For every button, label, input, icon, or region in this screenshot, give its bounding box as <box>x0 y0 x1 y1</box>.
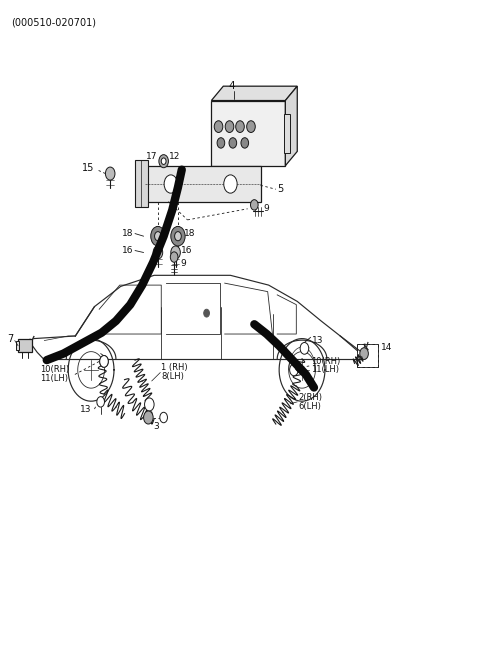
Circle shape <box>100 356 108 367</box>
Circle shape <box>153 246 163 259</box>
Text: 6(LH): 6(LH) <box>298 402 321 411</box>
Circle shape <box>161 158 166 164</box>
Circle shape <box>171 246 180 259</box>
Text: 12: 12 <box>169 152 181 161</box>
Circle shape <box>171 227 185 246</box>
Circle shape <box>360 348 368 360</box>
Text: 16: 16 <box>121 246 133 255</box>
Circle shape <box>164 175 178 193</box>
Text: 18: 18 <box>121 229 133 238</box>
Circle shape <box>251 200 258 210</box>
Circle shape <box>236 121 244 132</box>
Circle shape <box>170 252 178 262</box>
Bar <box>144 166 262 202</box>
Bar <box>284 113 290 153</box>
Text: 14: 14 <box>381 343 392 352</box>
Bar <box>18 339 33 352</box>
Circle shape <box>155 232 161 241</box>
Text: 9: 9 <box>263 204 269 214</box>
Circle shape <box>214 121 223 132</box>
Text: 3: 3 <box>153 422 159 431</box>
Text: 8(LH): 8(LH) <box>161 372 184 381</box>
Circle shape <box>159 155 168 168</box>
Circle shape <box>289 364 298 376</box>
Circle shape <box>224 175 237 193</box>
Text: 7: 7 <box>7 334 13 345</box>
Circle shape <box>100 356 108 367</box>
Circle shape <box>144 411 153 424</box>
Polygon shape <box>211 86 297 100</box>
Text: 5: 5 <box>277 184 284 195</box>
Circle shape <box>300 343 309 354</box>
Text: 4: 4 <box>228 81 235 91</box>
Text: 17: 17 <box>145 152 157 161</box>
Text: 10(RH): 10(RH) <box>311 357 340 366</box>
Text: 11(LH): 11(LH) <box>40 374 69 383</box>
Bar <box>211 100 285 166</box>
Circle shape <box>217 138 225 148</box>
Circle shape <box>144 398 154 411</box>
Circle shape <box>204 309 209 317</box>
Text: 9: 9 <box>181 259 187 268</box>
Circle shape <box>160 412 168 422</box>
Text: 15: 15 <box>82 162 94 173</box>
Circle shape <box>97 397 105 407</box>
Text: 11(LH): 11(LH) <box>311 365 338 375</box>
Circle shape <box>247 121 255 132</box>
Text: 13: 13 <box>312 336 323 345</box>
Bar <box>357 344 378 367</box>
Circle shape <box>225 121 234 132</box>
Bar <box>16 341 19 350</box>
Bar <box>135 160 148 207</box>
Circle shape <box>175 232 181 241</box>
Circle shape <box>241 138 249 148</box>
Text: 10(RH): 10(RH) <box>40 365 70 375</box>
Text: 13: 13 <box>80 405 92 413</box>
Text: 2(RH): 2(RH) <box>298 394 322 402</box>
Text: 1 (RH): 1 (RH) <box>161 364 188 373</box>
Text: 18: 18 <box>184 229 195 238</box>
Circle shape <box>106 167 115 180</box>
Circle shape <box>229 138 237 148</box>
Polygon shape <box>285 86 297 166</box>
Text: 16: 16 <box>181 246 192 255</box>
Text: (000510-020701): (000510-020701) <box>11 17 96 28</box>
Circle shape <box>151 227 165 246</box>
